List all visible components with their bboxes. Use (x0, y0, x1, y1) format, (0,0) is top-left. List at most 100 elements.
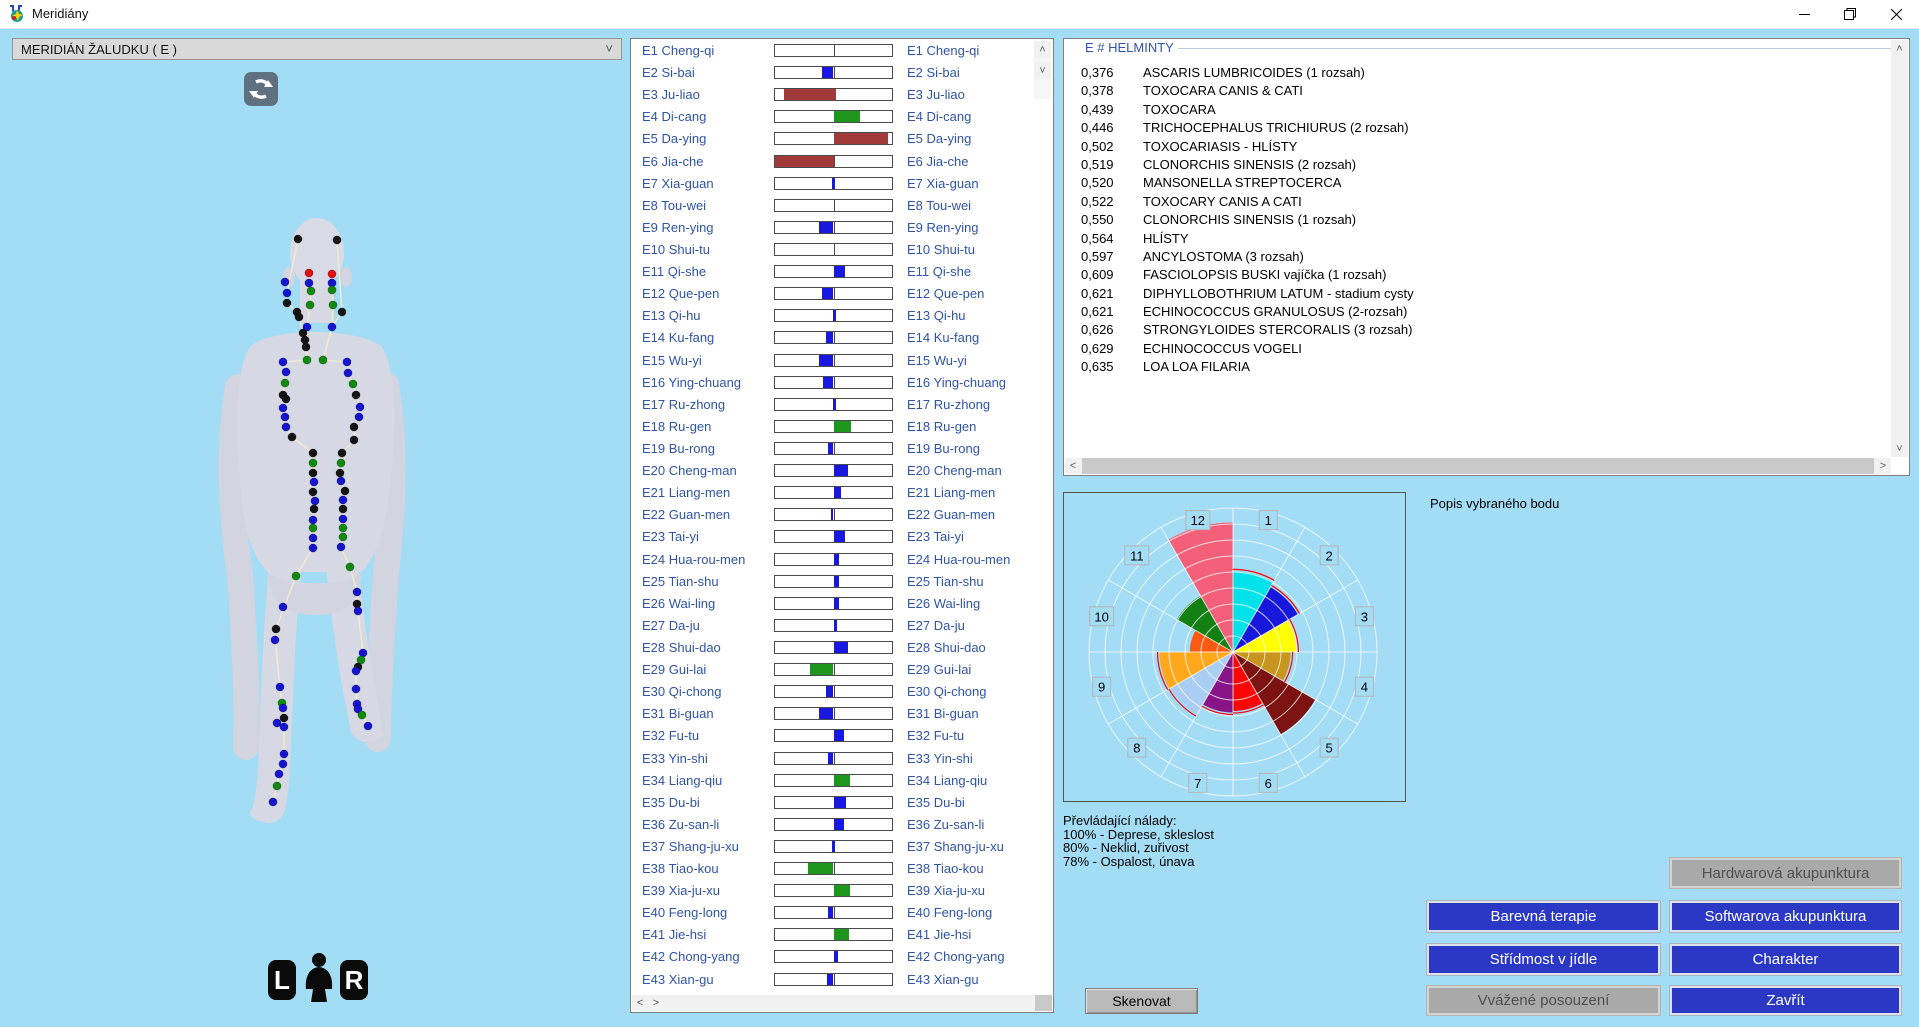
meridian-row[interactable]: E38 Tiao-kou E38 Tiao-kou (631, 858, 1053, 880)
minimize-icon (1798, 13, 1810, 15)
helminty-row[interactable]: 0,621 ECHINOCOCCUS GRANULOSUS (2-rozsah) (1064, 302, 1891, 320)
minimize-button[interactable] (1781, 0, 1827, 28)
meridian-label-left: E35 Du-bi (642, 794, 700, 810)
software-acupuncture-button[interactable]: Softwarova akupunktura (1670, 901, 1901, 932)
meridian-horizontal-scrollbar[interactable]: ˂ ˃ (632, 995, 1052, 1011)
meridian-row[interactable]: E35 Du-bi E35 Du-bi (631, 792, 1053, 814)
right-side-button[interactable]: R (340, 960, 368, 1000)
meridian-row[interactable]: E39 Xia-ju-xu E39 Xia-ju-xu (631, 880, 1053, 902)
helminty-row[interactable]: 0,439 TOXOCARA (1064, 100, 1891, 118)
meridian-row[interactable]: E14 Ku-fang E14 Ku-fang (631, 327, 1053, 349)
meridian-row[interactable]: E26 Wai-ling E26 Wai-ling (631, 593, 1053, 615)
meridian-row[interactable]: E8 Tou-wei E8 Tou-wei (631, 195, 1053, 217)
helminty-name: ECHINOCOCCUS GRANULOSUS (2-rozsah) (1143, 304, 1408, 320)
meridian-row[interactable]: E11 Qi-she E11 Qi-she (631, 261, 1053, 283)
helminty-row[interactable]: 0,621 DIPHYLLOBOTHRIUM LATUM - stadium cy… (1064, 284, 1891, 302)
meridian-row[interactable]: E27 Da-ju E27 Da-ju (631, 615, 1053, 637)
scrollbar-thumb[interactable] (1082, 458, 1874, 474)
meridian-row[interactable]: E10 Shui-tu E10 Shui-tu (631, 239, 1053, 261)
meridian-row[interactable]: E18 Ru-gen E18 Ru-gen (631, 416, 1053, 438)
meridian-row[interactable]: E33 Yin-shi E33 Yin-shi (631, 748, 1053, 770)
meridian-row[interactable]: E15 Wu-yi E15 Wu-yi (631, 350, 1053, 372)
helminty-vertical-scrollbar[interactable]: ˄ ˅ (1891, 40, 1908, 457)
meridian-row[interactable]: E41 Jie-hsi E41 Jie-hsi (631, 924, 1053, 946)
rotate-model-button[interactable] (244, 72, 278, 106)
meridian-row[interactable]: E43 Xian-gu E43 Xian-gu (631, 969, 1053, 991)
meridian-row[interactable]: E7 Xia-guan E7 Xia-guan (631, 173, 1053, 195)
meridian-row[interactable]: E28 Shui-dao E28 Shui-dao (631, 637, 1053, 659)
restore-button[interactable] (1827, 0, 1873, 28)
meridian-row[interactable]: E1 Cheng-qi E1 Cheng-qi (631, 40, 1053, 62)
person-icon[interactable] (301, 953, 337, 1003)
food-moderation-button[interactable]: Střídmost v jídle (1427, 944, 1660, 975)
meridian-row[interactable]: E17 Ru-zhong E17 Ru-zhong (631, 394, 1053, 416)
meridian-select[interactable]: MERIDIÁN ŽALUDKU ( E ) ˅ (12, 38, 622, 60)
meridian-row[interactable]: E40 Feng-long E40 Feng-long (631, 902, 1053, 924)
meridian-row[interactable]: E44 Nei-ting E44 Nei-ting (631, 991, 1053, 995)
meridian-row[interactable]: E34 Liang-qiu E34 Liang-qiu (631, 770, 1053, 792)
color-therapy-button[interactable]: Barevná terapie (1427, 901, 1660, 932)
meridian-label-left: E2 Si-bai (642, 65, 695, 81)
meridian-row[interactable]: E42 Chong-yang E42 Chong-yang (631, 946, 1053, 968)
helminty-name: TOXOCARIASIS - HLÍSTY (1143, 138, 1298, 154)
close-app-button[interactable]: Zavřít (1670, 986, 1901, 1015)
meridian-vertical-scrollbar[interactable]: ˄ ˅ (1034, 41, 1051, 99)
meridian-row[interactable]: E12 Que-pen E12 Que-pen (631, 283, 1053, 305)
helminty-row[interactable]: 0,522 TOXOCARY CANIS A CATI (1064, 192, 1891, 210)
left-side-button[interactable]: L (268, 960, 296, 1000)
helminty-row[interactable]: 0,597 ANCYLOSTOMA (3 rozsah) (1064, 247, 1891, 265)
meridian-row[interactable]: E3 Ju-liao E3 Ju-liao (631, 84, 1053, 106)
gauge-value-fill (833, 929, 849, 941)
meridian-row[interactable]: E32 Fu-tu E32 Fu-tu (631, 725, 1053, 747)
meridian-label-left: E40 Feng-long (642, 905, 728, 921)
scroll-down-icon[interactable]: ˅ (1034, 62, 1051, 79)
scroll-left-icon[interactable]: ˂ (632, 995, 648, 1011)
character-button[interactable]: Charakter (1670, 944, 1901, 975)
helminty-row[interactable]: 0,520 MANSONELLA STREPTOCERCA (1064, 173, 1891, 191)
meridian-row[interactable]: E19 Bu-rong E19 Bu-rong (631, 438, 1053, 460)
meridian-row[interactable]: E16 Ying-chuang E16 Ying-chuang (631, 372, 1053, 394)
balanced-assessment-button[interactable]: Vvážené posouzení (1427, 986, 1660, 1015)
meridian-row[interactable]: E36 Zu-san-li E36 Zu-san-li (631, 814, 1053, 836)
helminty-row[interactable]: 0,550 CLONORCHIS SINENSIS (1 rozsah) (1064, 210, 1891, 228)
scroll-down-icon[interactable]: ˅ (1891, 440, 1908, 457)
meridian-row[interactable]: E5 Da-ying E5 Da-ying (631, 128, 1053, 150)
meridian-row[interactable]: E31 Bi-guan E31 Bi-guan (631, 703, 1053, 725)
helminty-row[interactable]: 0,446 TRICHOCEPHALUS TRICHIURUS (2 rozsah… (1064, 118, 1891, 136)
helminty-row[interactable]: 0,519 CLONORCHIS SINENSIS (2 rozsah) (1064, 155, 1891, 173)
meridian-row[interactable]: E6 Jia-che E6 Jia-che (631, 151, 1053, 173)
meridian-row[interactable]: E24 Hua-rou-men E24 Hua-rou-men (631, 549, 1053, 571)
helminty-row[interactable]: 0,378 TOXOCARA CANIS & CATI (1064, 81, 1891, 99)
meridian-row[interactable]: E13 Qi-hu E13 Qi-hu (631, 305, 1053, 327)
scan-button[interactable]: Skenovat (1085, 988, 1198, 1014)
meridian-row[interactable]: E22 Guan-men E22 Guan-men (631, 504, 1053, 526)
scroll-left-icon[interactable]: ˂ (1065, 458, 1081, 474)
scroll-up-icon[interactable]: ˄ (1891, 40, 1908, 57)
helminty-row[interactable]: 0,635 LOA LOA FILARIA (1064, 357, 1891, 375)
meridian-row[interactable]: E20 Cheng-man E20 Cheng-man (631, 460, 1053, 482)
helminty-list: 0,376 ASCARIS LUMBRICOIDES (1 rozsah) 0,37… (1064, 63, 1891, 457)
meridian-row[interactable]: E29 Gui-lai E29 Gui-lai (631, 659, 1053, 681)
helminty-row[interactable]: 0,629 ECHINOCOCCUS VOGELI (1064, 339, 1891, 357)
helminty-row[interactable]: 0,626 STRONGYLOIDES STERCORALIS (3 rozsah… (1064, 320, 1891, 338)
scroll-right-icon[interactable]: ˃ (648, 995, 664, 1011)
meridian-row[interactable]: E21 Liang-men E21 Liang-men (631, 482, 1053, 504)
meridian-row[interactable]: E2 Si-bai E2 Si-bai (631, 62, 1053, 84)
helminty-horizontal-scrollbar[interactable]: ˂ ˃ (1065, 458, 1891, 474)
body-model[interactable] (190, 215, 410, 835)
scroll-up-icon[interactable]: ˄ (1034, 41, 1051, 58)
helminty-row[interactable]: 0,502 TOXOCARIASIS - HLÍSTY (1064, 137, 1891, 155)
meridian-row[interactable]: E37 Shang-ju-xu E37 Shang-ju-xu (631, 836, 1053, 858)
helminty-row[interactable]: 0,376 ASCARIS LUMBRICOIDES (1 rozsah) (1064, 63, 1891, 81)
meridian-label-left: E5 Da-ying (642, 131, 707, 147)
meridian-row[interactable]: E23 Tai-yi E23 Tai-yi (631, 526, 1053, 548)
meridian-row[interactable]: E9 Ren-ying E9 Ren-ying (631, 217, 1053, 239)
meridian-row[interactable]: E4 Di-cang E4 Di-cang (631, 106, 1053, 128)
close-button[interactable] (1873, 0, 1919, 28)
helminty-row[interactable]: 0,609 FASCIOLOPSIS BUSKI vajíčka (1 rozsa… (1064, 265, 1891, 283)
scroll-right-icon[interactable]: ˃ (1875, 458, 1891, 474)
meridian-row[interactable]: E30 Qi-chong E30 Qi-chong (631, 681, 1053, 703)
helminty-row[interactable]: 0,564 HLÍSTY (1064, 229, 1891, 247)
hardware-acupuncture-button[interactable]: Hardwarová akupunktura (1670, 858, 1901, 888)
meridian-row[interactable]: E25 Tian-shu E25 Tian-shu (631, 571, 1053, 593)
